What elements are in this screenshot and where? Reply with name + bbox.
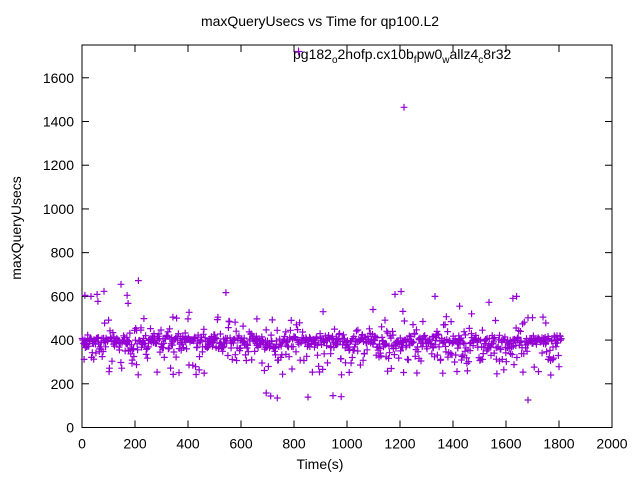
x-tick-label: 1000 xyxy=(331,436,362,452)
legend-label-subscript: f xyxy=(413,55,417,66)
plot-border xyxy=(81,44,613,428)
y-tick-label: 600 xyxy=(51,288,75,304)
x-tick-label: 0 xyxy=(78,436,86,452)
legend-label-subscript: w xyxy=(442,55,450,66)
y-tick-label: 1600 xyxy=(43,70,74,86)
x-tick-label: 1400 xyxy=(437,436,468,452)
y-axis-title: maxQueryUsecs xyxy=(8,176,24,280)
y-tick-label: 200 xyxy=(51,376,75,392)
y-tick-label: 1200 xyxy=(43,157,74,173)
legend-label-text: 2nofp.cx10b xyxy=(337,46,414,62)
legend: pg182o2nofp.cx10bfpw0wallz4c8r32 xyxy=(293,46,525,66)
legend-plus-glyph xyxy=(294,47,303,56)
legend-series-label: pg182o2nofp.cx10bfpw0wallz4c8r32 xyxy=(293,46,512,66)
x-tick-label: 800 xyxy=(282,436,306,452)
x-tick-label: 1200 xyxy=(384,436,415,452)
x-tick-label: 200 xyxy=(123,436,147,452)
legend-label-subscript: o xyxy=(331,55,338,66)
y-tick-label: 1000 xyxy=(43,201,74,217)
data-points xyxy=(78,103,565,404)
y-tick-label: 1400 xyxy=(43,114,74,130)
x-axis-title: Time(s) xyxy=(296,456,344,472)
x-tick-label: 1800 xyxy=(543,436,574,452)
legend-label-text: pg182 xyxy=(293,46,332,62)
x-tick-label: 600 xyxy=(229,436,253,452)
x-tick-label: 2000 xyxy=(596,436,627,452)
legend-label-text: pw0 xyxy=(416,46,443,62)
legend-label-subscript: c xyxy=(478,55,484,66)
y-tick-label: 0 xyxy=(66,420,74,436)
y-tick-label: 400 xyxy=(51,332,75,348)
x-tick-label: 1600 xyxy=(490,436,521,452)
x-tick-label: 400 xyxy=(176,436,200,452)
chart-title: maxQueryUsecs vs Time for qp100.L2 xyxy=(200,13,440,29)
legend-label-text: allz4 xyxy=(449,46,479,62)
y-tick-label: 800 xyxy=(51,245,75,261)
legend-label-text: 8r32 xyxy=(483,46,512,62)
